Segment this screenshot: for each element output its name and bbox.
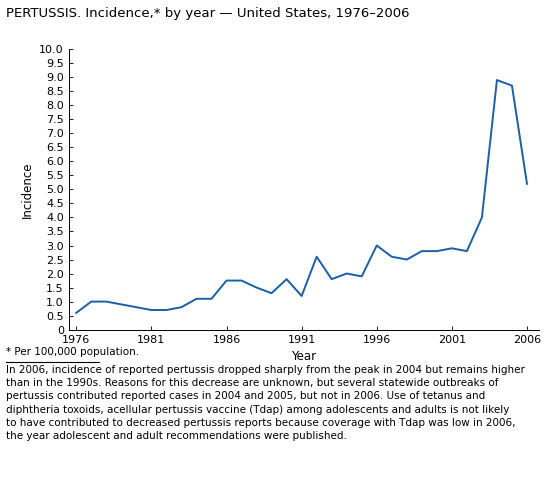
Text: PERTUSSIS. Incidence,* by year — United States, 1976–2006: PERTUSSIS. Incidence,* by year — United … — [6, 7, 409, 20]
Y-axis label: Incidence: Incidence — [21, 161, 34, 217]
X-axis label: Year: Year — [292, 350, 316, 363]
Text: In 2006, incidence of reported pertussis dropped sharply from the peak in 2004 b: In 2006, incidence of reported pertussis… — [6, 365, 524, 441]
Text: * Per 100,000 population.: * Per 100,000 population. — [6, 347, 139, 357]
